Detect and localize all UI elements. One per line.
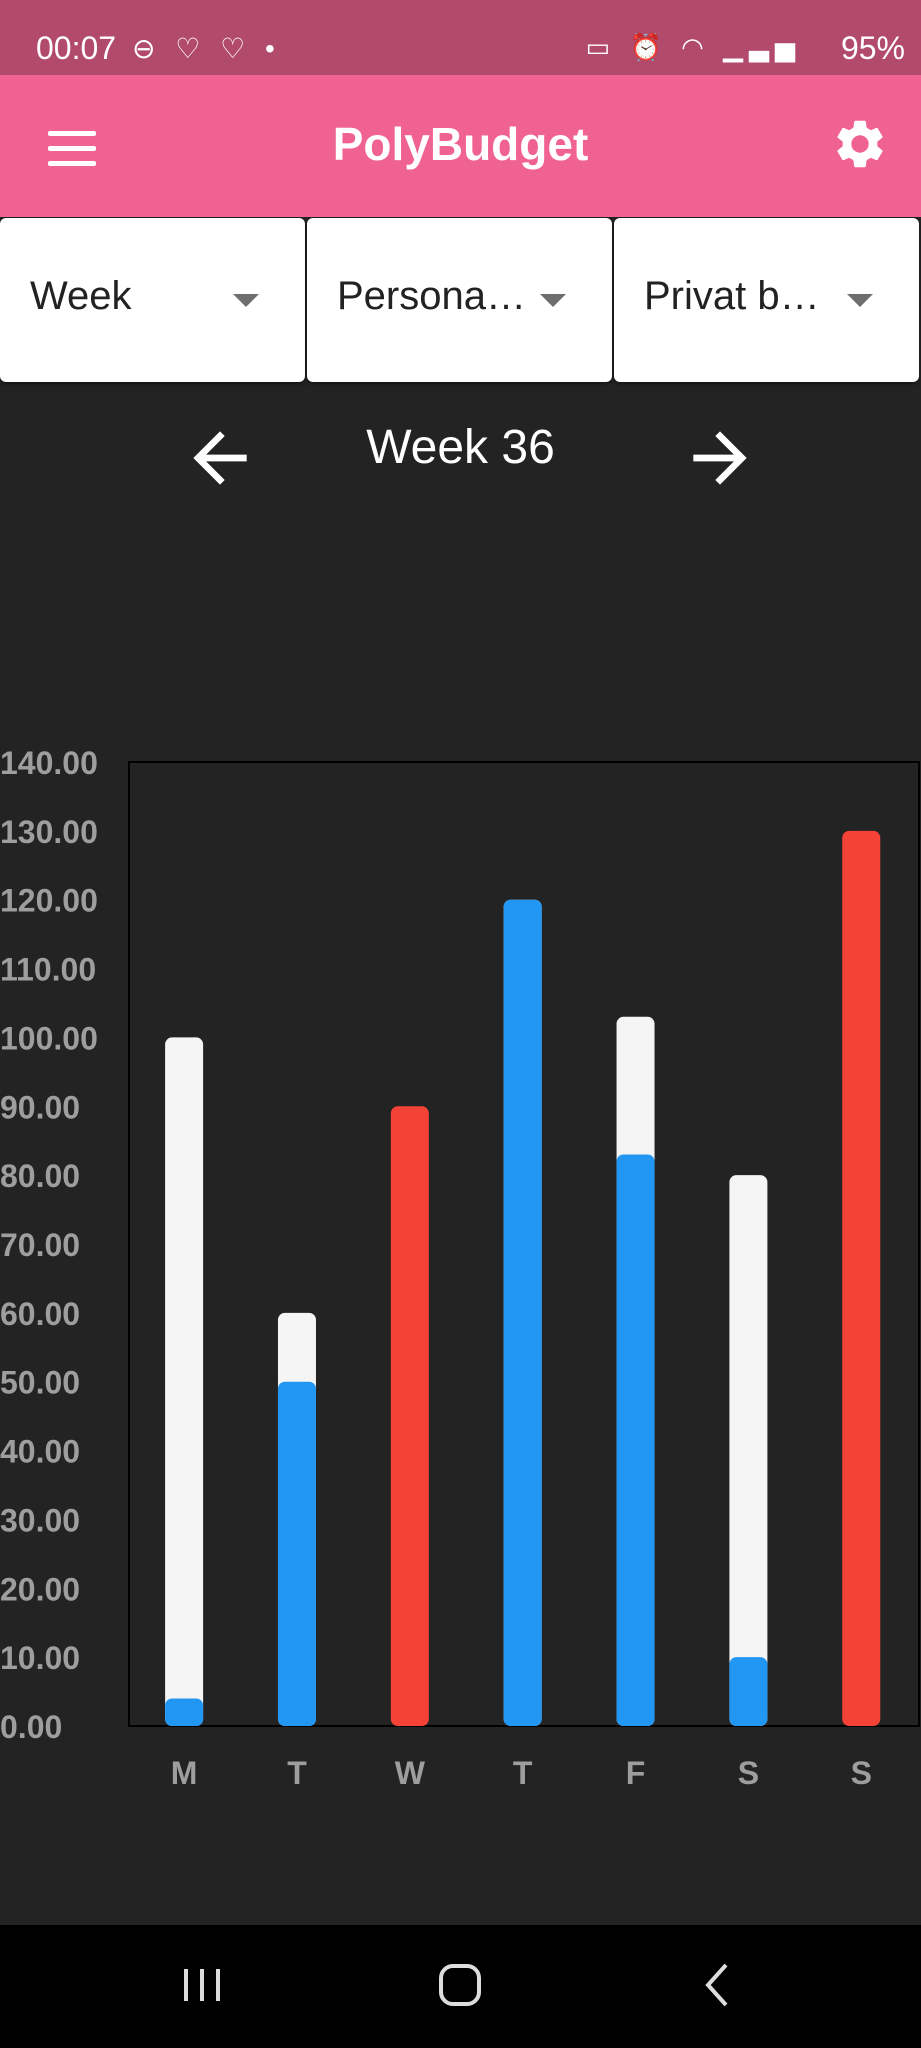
y-tick-label: 30.00 [0,1502,80,1538]
system-nav-bar [0,1925,921,2048]
account-dropdown-label: Persona… [337,274,526,318]
heart-icon: ♡ [175,33,207,64]
y-tick-label: 0.00 [0,1709,62,1745]
x-tick-label: S [851,1755,872,1791]
arrow-right-icon[interactable] [680,418,760,498]
sleep-icon: ▭ [585,32,617,62]
signal-icon: ▁▃▅ [723,32,801,62]
arrow-left-icon[interactable] [180,418,260,498]
y-tick-label: 70.00 [0,1227,80,1263]
week-label: Week 36 [366,421,555,474]
y-tick-label: 130.00 [0,814,98,850]
recent-apps-icon[interactable] [172,1955,232,2015]
budget-dropdown-label: Privat b… [644,274,820,318]
y-tick-label: 40.00 [0,1434,80,1470]
x-tick-label: M [171,1755,198,1791]
status-right-icons: ▭ ⏰ ◠ ▁▃▅ [586,32,801,63]
filter-row: Week Persona… Privat b… [0,218,921,382]
x-tick-label: T [513,1755,533,1791]
heart-icon: ♡ [220,33,252,64]
chevron-down-icon [540,294,566,307]
chevron-down-icon [233,294,259,307]
week-navigation: Week 36 [0,400,921,510]
bar-spent [165,1698,204,1726]
chevron-down-icon [847,294,873,307]
budget-chart: 0.00 10.00 20.00 30.00 40.00 50.00 60.00 70.00 8… [0,740,921,1800]
back-icon[interactable] [690,1955,750,2015]
bar-over-budget [842,830,881,1726]
dot-icon: • [265,33,281,64]
bar-total [729,1175,768,1726]
y-tick-label: 100.00 [0,1020,98,1056]
y-tick-label: 90.00 [0,1089,80,1125]
status-time: 00:07 [36,30,117,66]
battery-level: 95% [840,30,905,66]
alarm-icon: ⏰ [629,32,668,62]
x-tick-label: W [395,1755,426,1791]
bar-spent [503,899,542,1726]
home-icon[interactable] [430,1955,490,2015]
y-tick-label: 50.00 [0,1365,80,1401]
x-tick-label: T [287,1755,307,1791]
x-tick-label: F [626,1755,646,1791]
period-dropdown-label: Week [30,274,132,318]
y-tick-label: 10.00 [0,1640,80,1676]
wifi-icon: ◠ [681,32,710,62]
gear-icon[interactable] [831,115,889,173]
bar-spent [729,1657,768,1726]
account-dropdown[interactable]: Persona… [307,218,612,382]
bar-total [165,1037,204,1726]
bar-spent [616,1154,655,1726]
y-tick-label: 110.00 [0,952,96,988]
bar-spent [277,1381,316,1726]
x-tick-label: S [738,1755,759,1791]
status-bar: 00:07 ⊖ ♡ ♡ • ▭ ⏰ ◠ ▁▃▅ 95% [0,0,921,75]
menu-icon[interactable] [48,131,96,167]
budget-dropdown[interactable]: Privat b… [614,218,919,382]
y-tick-label: 60.00 [0,1296,80,1332]
y-tick-label: 120.00 [0,883,98,919]
status-left-icons: ⊖ ♡ ♡ • [132,32,281,65]
do-not-disturb-icon: ⊖ [132,33,162,64]
y-tick-label: 140.00 [0,745,98,781]
bar-over-budget [390,1106,429,1726]
period-dropdown[interactable]: Week [0,218,305,382]
app-title: PolyBudget [332,118,589,170]
chart-svg: 0.00 10.00 20.00 30.00 40.00 50.00 60.00 70.00 8… [0,745,920,1791]
app-bar: PolyBudget [0,75,921,217]
y-tick-label: 80.00 [0,1158,80,1194]
y-tick-label: 20.00 [0,1571,80,1607]
